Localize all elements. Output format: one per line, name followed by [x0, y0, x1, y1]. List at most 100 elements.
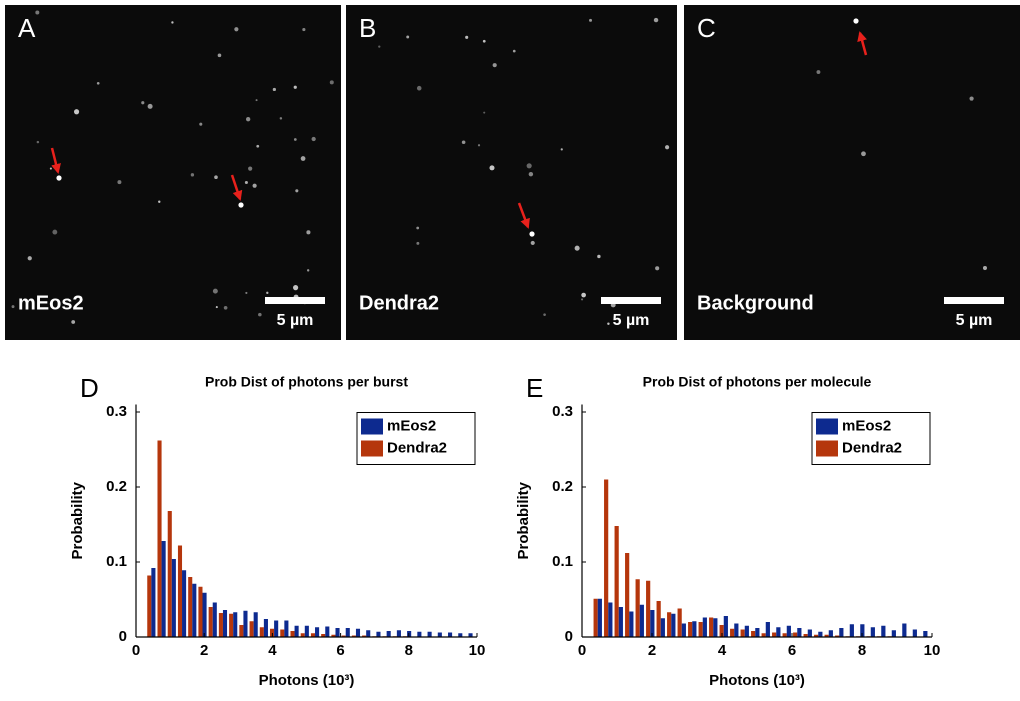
bar — [751, 631, 756, 637]
bar — [625, 553, 630, 637]
bar — [161, 541, 166, 637]
bar — [147, 575, 152, 637]
fluorescent-spot — [816, 70, 821, 74]
bar — [765, 622, 770, 637]
fluorescent-spot — [482, 39, 486, 43]
arrow — [857, 31, 868, 56]
bright-spot — [529, 231, 535, 237]
bar — [709, 617, 714, 637]
bar — [355, 628, 361, 637]
bar — [740, 629, 745, 637]
bar — [618, 607, 623, 637]
bar — [807, 629, 812, 637]
bar — [702, 617, 707, 637]
chart-title: Prob Dist of photons per burst — [205, 374, 408, 390]
bar — [776, 627, 781, 637]
fluorescent-spot — [246, 117, 251, 122]
bar — [229, 613, 234, 637]
bar — [171, 559, 176, 637]
bar — [891, 630, 896, 637]
fluorescent-spot — [581, 298, 584, 301]
bar — [376, 631, 381, 637]
bar — [828, 630, 833, 637]
arrow — [50, 147, 61, 174]
fluorescent-spot — [258, 312, 262, 317]
x-tick-label: 2 — [200, 642, 208, 659]
bar — [824, 634, 829, 637]
x-tick-label: 6 — [788, 642, 796, 659]
fluorescent-spot — [969, 96, 974, 101]
bar — [396, 630, 401, 637]
legend-swatch — [816, 418, 838, 435]
fluorescent-spot — [190, 173, 195, 177]
bar — [182, 570, 187, 637]
bar — [290, 631, 295, 637]
fluorescent-spot — [215, 306, 218, 309]
fluorescent-spot — [311, 136, 316, 142]
fluorescent-spot — [27, 256, 32, 261]
x-tick-label: 8 — [858, 642, 866, 659]
chart-title: Prob Dist of photons per molecule — [643, 374, 872, 390]
bar — [786, 625, 791, 637]
bar — [772, 632, 777, 637]
bar — [650, 610, 655, 637]
panel-label: E — [526, 373, 543, 403]
bar — [734, 623, 739, 637]
bar — [448, 632, 453, 637]
bright-spot — [238, 202, 244, 208]
fluorescent-spot — [266, 291, 269, 294]
bar — [713, 618, 718, 637]
bar — [222, 610, 228, 637]
fluorescent-spot — [71, 320, 76, 324]
scale-bar — [944, 297, 1004, 304]
x-tick-label: 4 — [268, 642, 277, 659]
micrograph — [684, 5, 1020, 340]
bar — [249, 621, 254, 637]
fluorescent-spot — [665, 145, 670, 150]
bar — [614, 526, 619, 637]
fluorescent-spot — [489, 165, 495, 171]
bar — [263, 619, 268, 637]
y-tick-label: 0.2 — [552, 478, 573, 495]
bright-spot — [853, 18, 859, 24]
micrograph — [5, 5, 341, 340]
bar — [218, 613, 223, 637]
y-tick-label: 0.3 — [106, 403, 127, 420]
bar — [688, 622, 693, 637]
bar — [793, 632, 798, 637]
bar — [782, 633, 787, 637]
fluorescent-spot — [147, 103, 153, 109]
fluorescent-spot — [861, 151, 866, 157]
arrow — [517, 202, 530, 229]
x-tick-label: 6 — [336, 642, 344, 659]
bar — [259, 627, 264, 637]
fluorescent-spot — [212, 288, 218, 294]
bar — [300, 633, 305, 637]
bar — [923, 631, 928, 637]
fluorescent-spot — [543, 313, 546, 316]
fluorescent-spot — [589, 18, 593, 22]
legend-label: mEos2 — [842, 417, 891, 434]
fluorescent-spot — [416, 226, 420, 230]
bar — [304, 625, 309, 637]
panel-label: B — [359, 13, 376, 43]
legend-swatch — [816, 440, 838, 457]
bar — [692, 621, 697, 637]
fluorescent-spot — [234, 27, 239, 32]
bar — [597, 598, 602, 637]
panel-name: Dendra2 — [359, 292, 439, 314]
y-tick-label: 0 — [565, 628, 573, 645]
bar — [284, 620, 289, 637]
bar — [331, 634, 336, 637]
bar — [803, 634, 808, 637]
bar — [912, 629, 917, 637]
bar — [192, 583, 197, 637]
fluorescent-spot — [293, 85, 297, 89]
bar — [604, 479, 609, 637]
legend-label: mEos2 — [387, 417, 436, 434]
bar — [468, 633, 473, 637]
fluorescent-spot — [461, 140, 466, 145]
fluorescent-spot — [300, 156, 306, 161]
bar — [188, 577, 193, 637]
bar — [839, 628, 844, 637]
